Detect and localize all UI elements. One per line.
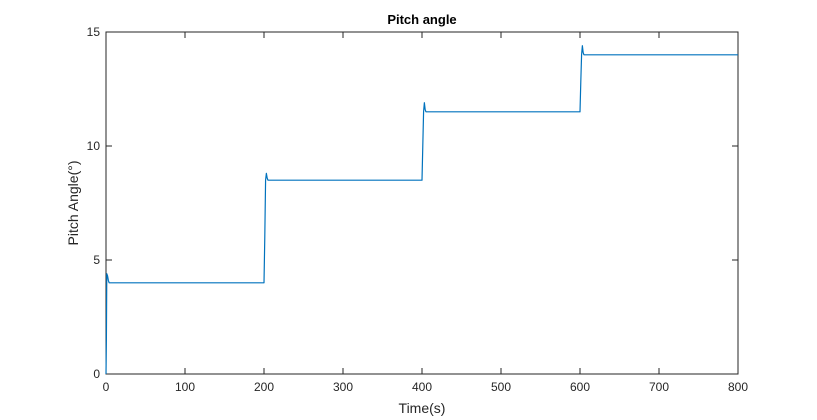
x-tick-label: 400 bbox=[412, 380, 432, 394]
x-axis-ticks: 0 100 200 300 400 500 600 700 800 bbox=[103, 32, 748, 394]
x-tick-label: 500 bbox=[491, 380, 511, 394]
y-tick-label: 5 bbox=[93, 253, 100, 267]
y-tick-label: 0 bbox=[93, 367, 100, 381]
y-axis-label: Pitch Angle(°) bbox=[65, 161, 81, 246]
series-line bbox=[105, 45, 738, 375]
x-tick-label: 100 bbox=[175, 380, 195, 394]
x-tick-label: 0 bbox=[103, 380, 110, 394]
x-tick-label: 600 bbox=[570, 380, 590, 394]
x-axis-label: Time(s) bbox=[399, 400, 446, 416]
x-tick-label: 800 bbox=[728, 380, 748, 394]
x-tick-label: 200 bbox=[254, 380, 274, 394]
plot-area bbox=[105, 31, 739, 375]
y-axis-ticks: 0 5 10 15 bbox=[87, 25, 738, 381]
chart-title: Pitch angle bbox=[387, 12, 456, 27]
y-tick-label: 15 bbox=[87, 25, 101, 39]
x-tick-label: 300 bbox=[333, 380, 353, 394]
y-tick-label: 10 bbox=[87, 139, 101, 153]
x-tick-label: 700 bbox=[649, 380, 669, 394]
